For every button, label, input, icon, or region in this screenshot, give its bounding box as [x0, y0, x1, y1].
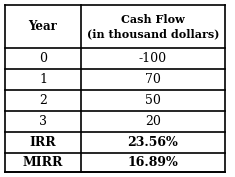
Text: 0: 0: [39, 52, 47, 65]
Text: Year: Year: [29, 20, 57, 33]
Text: Cash Flow
(in thousand dollars): Cash Flow (in thousand dollars): [87, 14, 219, 39]
Text: 2: 2: [39, 94, 47, 107]
Text: 16.89%: 16.89%: [128, 156, 178, 169]
Text: IRR: IRR: [30, 136, 56, 149]
Text: 1: 1: [39, 73, 47, 86]
Text: -100: -100: [139, 52, 167, 65]
Text: MIRR: MIRR: [23, 156, 63, 169]
Text: 20: 20: [145, 115, 161, 128]
Text: 70: 70: [145, 73, 161, 86]
Text: 23.56%: 23.56%: [128, 136, 178, 149]
Text: 3: 3: [39, 115, 47, 128]
Text: 50: 50: [145, 94, 161, 107]
